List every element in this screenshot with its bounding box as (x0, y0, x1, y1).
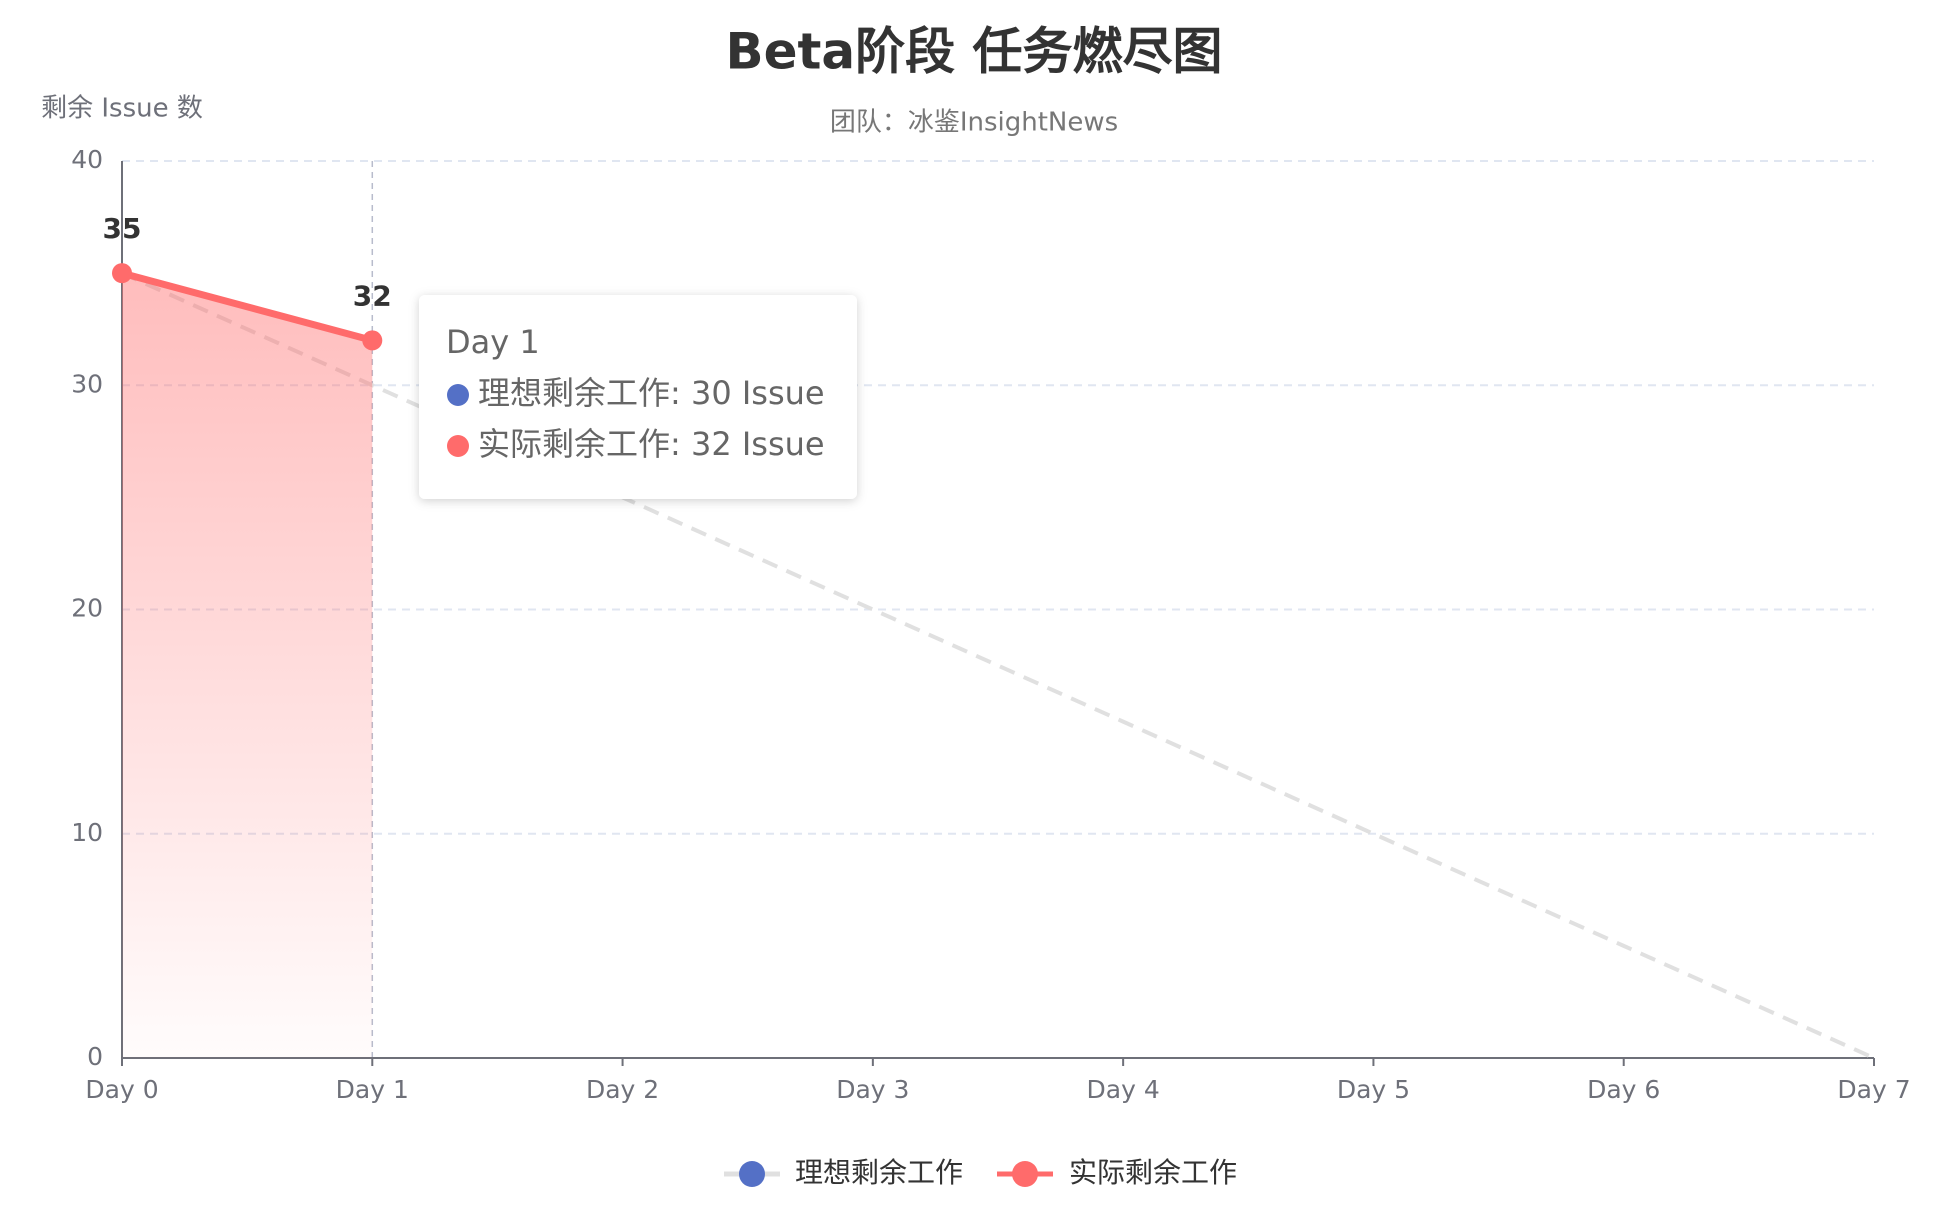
legend-label: 实际剩余工作 (1069, 1156, 1237, 1189)
x-tick-label: Day 2 (586, 1075, 659, 1104)
y-tick-label: 30 (71, 369, 103, 398)
x-tick-label: Day 5 (1337, 1075, 1410, 1104)
series-line (121, 269, 374, 344)
x-tick-label: Day 4 (1087, 1075, 1160, 1104)
x-tick-label: Day 6 (1587, 1075, 1660, 1104)
point (362, 330, 383, 351)
y-tick-label: 0 (87, 1042, 103, 1071)
tooltip-line: 实际剩余工作: 32 Issue (478, 425, 825, 463)
area (122, 273, 373, 1058)
tooltip-dot (447, 384, 469, 406)
chart-title: Beta阶段 任务燃尽图 (725, 23, 1222, 81)
chart-subtitle: 团队：冰鉴InsightNews (830, 108, 1118, 138)
plot: 0 10 20 30 40 Day 0 Day 1 Day 2 Day 3 Day 4 Day 5 D… (71, 145, 1910, 1189)
tooltip: Day 1 理想剩余工作: 30 Issue 实际剩余工作: 32 Issue (419, 295, 857, 499)
y-axis-label: 剩余 Issue 数 (41, 94, 203, 124)
data-label: 35 (103, 212, 142, 245)
tooltip-dot (447, 435, 469, 457)
tooltip-line: 理想剩余工作: 30 Issue (478, 374, 825, 412)
x-tick-label: Day 3 (836, 1075, 909, 1104)
series-line (121, 271, 1875, 1060)
tooltip-title: Day 1 (446, 323, 540, 361)
legend-label: 理想剩余工作 (795, 1156, 963, 1189)
y-tick-label: 20 (71, 594, 103, 623)
x-tick-label: Day 1 (336, 1075, 409, 1104)
legend-marker (1012, 1161, 1038, 1187)
y-tick-label: 10 (71, 818, 103, 847)
tooltip-box (419, 295, 857, 499)
x-tick-label: Day 0 (85, 1075, 158, 1104)
point (112, 263, 132, 284)
y-tick-label: 40 (71, 145, 103, 174)
data-label: 32 (353, 279, 392, 312)
x-tick-label: Day 7 (1837, 1075, 1910, 1104)
legend-marker (739, 1161, 765, 1187)
